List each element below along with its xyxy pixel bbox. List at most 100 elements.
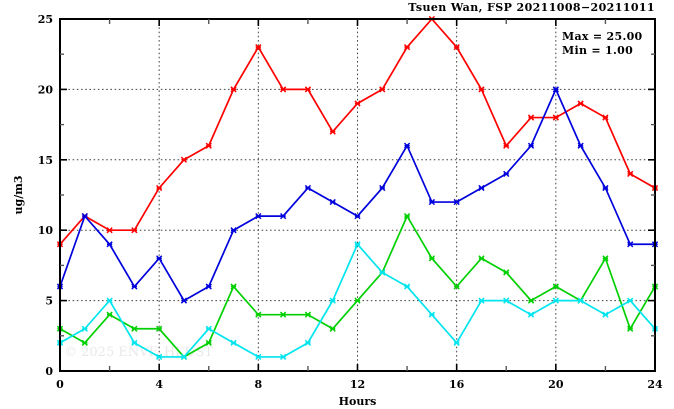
data-point-red (403, 44, 411, 51)
data-point-cyan (453, 339, 460, 346)
data-point-cyan (329, 297, 336, 304)
data-point-red (180, 156, 188, 163)
data-point-blue (577, 142, 584, 149)
data-point-green (428, 255, 436, 262)
data-point-green (627, 325, 634, 332)
data-point-blue (81, 212, 88, 220)
data-point-green (81, 339, 88, 346)
min-value-text: Min = 1.00 (562, 44, 633, 57)
x-axis-label: Hours (339, 395, 377, 408)
data-point-blue (379, 184, 386, 192)
data-point-green (602, 255, 609, 262)
data-point-red (627, 170, 634, 178)
data-point-blue (255, 212, 262, 220)
data-point-blue (602, 184, 609, 192)
data-point-red (255, 44, 262, 51)
data-point-cyan (230, 339, 237, 346)
data-point-cyan (577, 297, 584, 304)
data-point-cyan (131, 339, 138, 346)
y-axis-tick-label: 15 (38, 154, 53, 167)
data-point-blue (180, 297, 188, 304)
data-point-red (279, 86, 287, 93)
data-point-blue (453, 198, 460, 206)
data-point-green (552, 283, 559, 290)
data-point-cyan (503, 297, 510, 304)
data-point-blue (329, 198, 336, 206)
data-point-green (403, 212, 411, 220)
data-point-red (602, 114, 609, 121)
x-axis-tick-label: 4 (155, 378, 163, 391)
data-point-green (205, 339, 212, 346)
data-point-red (478, 86, 485, 93)
data-point-blue (503, 170, 510, 178)
data-point-red (577, 100, 584, 107)
data-point-green (478, 255, 485, 262)
data-point-blue (627, 241, 634, 248)
data-point-red (205, 142, 212, 149)
data-point-blue (552, 86, 559, 93)
data-point-blue (205, 283, 212, 290)
data-point-green (131, 325, 138, 332)
data-point-blue (279, 212, 287, 220)
data-point-green (329, 325, 336, 332)
data-point-cyan (205, 325, 212, 332)
data-point-red (329, 128, 336, 135)
data-point-red (453, 44, 460, 51)
data-point-blue (230, 227, 237, 234)
data-point-green (354, 297, 361, 304)
data-point-cyan (106, 297, 113, 304)
data-point-green (255, 311, 262, 318)
data-point-red (156, 184, 163, 192)
data-point-blue (131, 283, 138, 290)
data-point-red (230, 86, 237, 93)
y-axis-tick-label: 20 (38, 83, 54, 96)
y-axis-label: ug/m3 (12, 176, 25, 215)
data-point-blue (478, 184, 485, 192)
y-axis-tick-label: 25 (38, 13, 53, 26)
data-point-blue (428, 198, 436, 206)
x-axis-tick-label: 16 (449, 378, 465, 391)
data-point-red (131, 227, 138, 234)
data-point-cyan (403, 283, 411, 290)
data-point-red (552, 114, 559, 121)
data-point-blue (156, 255, 163, 262)
data-point-red (304, 86, 312, 93)
data-point-cyan (255, 353, 262, 361)
data-point-cyan (602, 311, 609, 318)
chart-title: Tsuen Wan, FSP 20211008−20211011 (408, 1, 655, 14)
data-point-red (527, 114, 535, 121)
data-point-cyan (552, 297, 559, 304)
data-point-cyan (428, 311, 436, 318)
data-point-blue (527, 142, 535, 149)
x-axis-tick-label: 8 (255, 378, 263, 391)
data-point-red (503, 142, 510, 149)
data-point-cyan (304, 339, 312, 346)
data-point-red (354, 100, 361, 107)
data-point-blue (304, 184, 312, 192)
data-point-cyan (279, 353, 287, 361)
data-point-blue (106, 241, 113, 248)
data-point-red (379, 86, 386, 93)
data-point-green (279, 311, 287, 318)
data-point-green (106, 311, 113, 318)
data-point-cyan (354, 241, 361, 248)
x-axis-tick-label: 12 (350, 378, 365, 391)
data-point-cyan (478, 297, 485, 304)
data-point-blue (403, 142, 411, 149)
y-axis-tick-label: 5 (45, 295, 53, 308)
data-point-green (304, 311, 312, 318)
data-point-cyan (156, 353, 163, 361)
series-line-green (59, 214, 656, 359)
y-axis-tick-label: 10 (38, 224, 54, 237)
data-point-green (230, 283, 237, 290)
data-point-cyan (379, 269, 386, 276)
data-point-green (527, 297, 535, 304)
y-axis-tick-label: 0 (45, 365, 53, 378)
data-point-cyan (81, 325, 88, 332)
data-point-green (453, 283, 460, 290)
data-point-cyan (527, 311, 535, 318)
data-point-blue (354, 212, 361, 220)
x-axis-tick-label: 20 (548, 378, 564, 391)
